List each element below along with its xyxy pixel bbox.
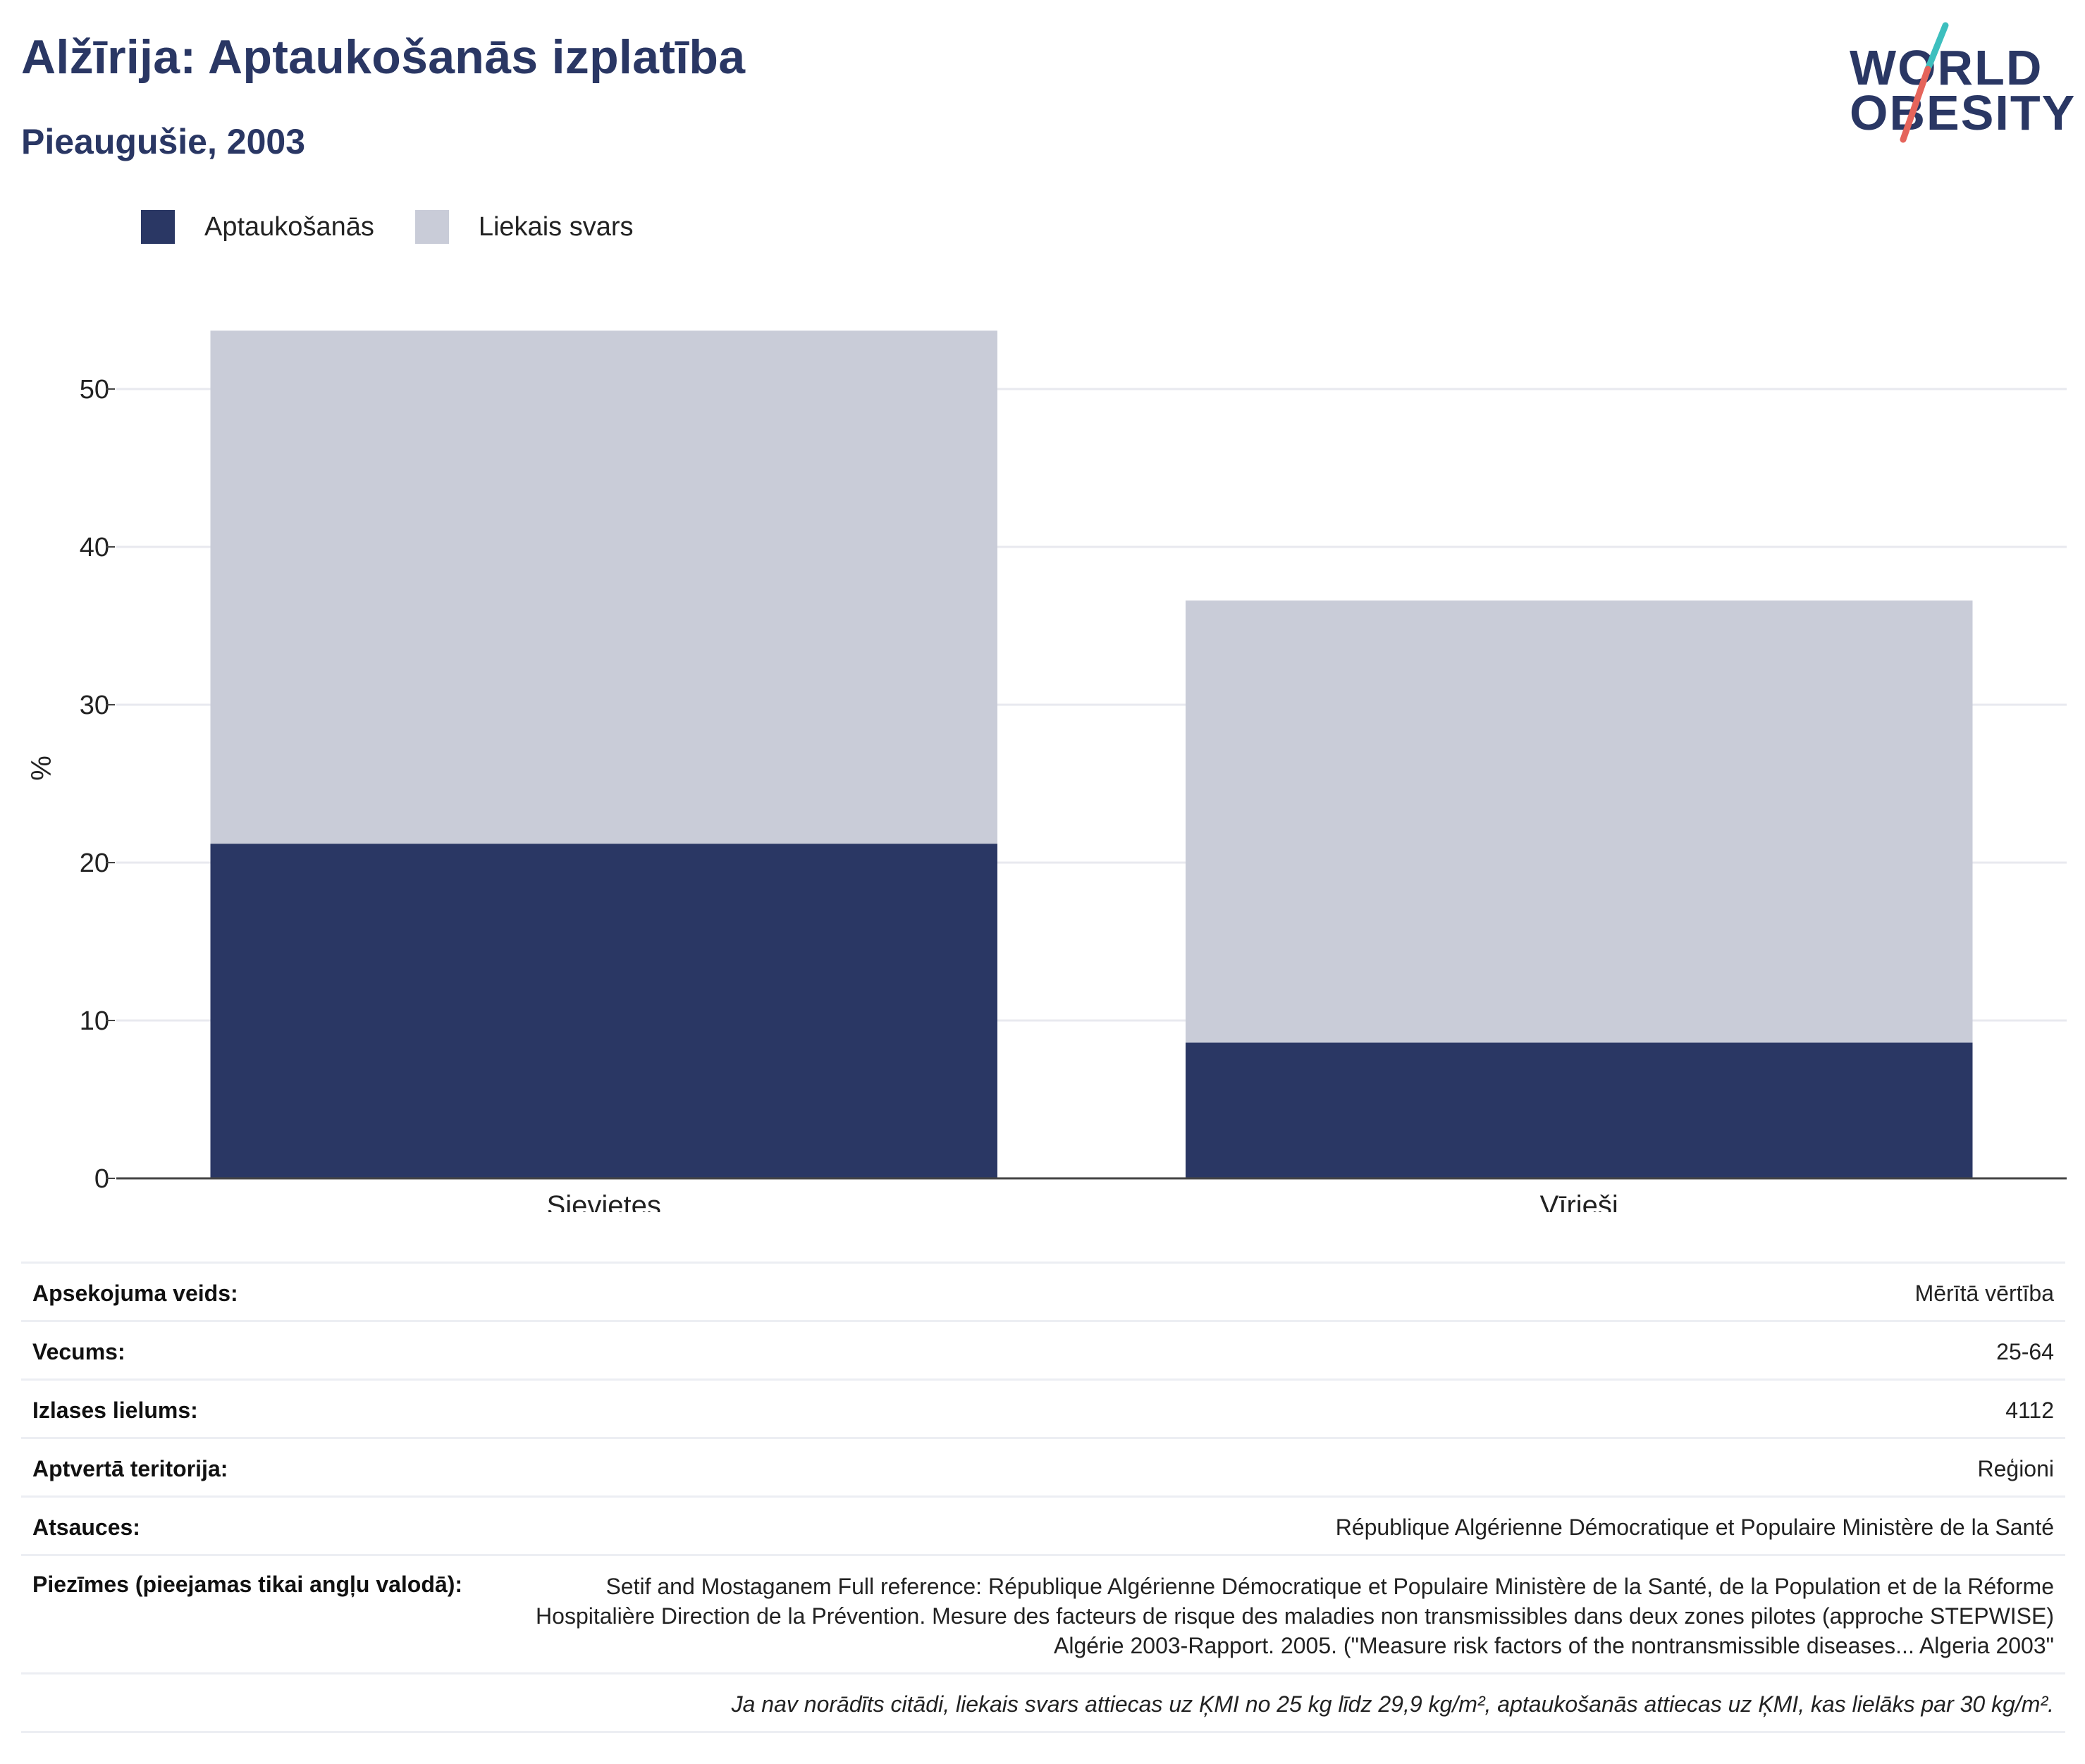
table-row: Apsekojuma veids: Mērītā vērtība xyxy=(21,1264,2065,1322)
y-tick-label: 40 xyxy=(80,533,109,562)
row-value: Mērītā vērtība xyxy=(1914,1281,2054,1306)
row-key: Piezīmes (pieejamas tikai angļu valodā): xyxy=(32,1572,462,1597)
row-value: 4112 xyxy=(2005,1398,2054,1423)
y-tick-label: 0 xyxy=(94,1164,109,1194)
bar-segment xyxy=(210,844,997,1178)
page-subtitle: Pieaugušie, 2003 xyxy=(21,122,306,161)
table-row: Vecums: 25-64 xyxy=(21,1322,2065,1381)
x-tick-label: Sievietes xyxy=(547,1190,661,1212)
table-row: Piezīmes (pieejamas tikai angļu valodā):… xyxy=(21,1556,2065,1674)
legend-item-overweight[interactable]: Liekais svars xyxy=(414,210,634,244)
row-key: Aptvertā teritorija: xyxy=(32,1456,228,1481)
legend-item-obesity[interactable]: Aptaukošanās xyxy=(141,210,374,244)
bar-segment xyxy=(1186,1042,1973,1178)
stacked-bar-chart: 0 10 20 30 40 50 Sievietes Vīrieši% xyxy=(26,331,2067,1212)
legend-swatch-obesity xyxy=(141,210,175,244)
bar-segment xyxy=(210,331,997,844)
survey-info-table: Apsekojuma veids: Mērītā vērtība Vecums:… xyxy=(21,1262,2065,1733)
table-row: Atsauces: République Algérienne Démocrat… xyxy=(21,1498,2065,1556)
row-value: République Algérienne Démocratique et Po… xyxy=(1335,1515,2054,1540)
table-row: Aptvertā teritorija: Reģioni xyxy=(21,1439,2065,1498)
row-key: Vecums: xyxy=(32,1339,125,1364)
legend-label-obesity: Aptaukošanās xyxy=(204,211,374,242)
row-value: Setif and Mostaganem Full reference: Rép… xyxy=(536,1574,2054,1658)
y-tick-label: 50 xyxy=(80,375,109,405)
logo-word-obesity: OBESITY xyxy=(1850,85,2077,140)
y-tick-label: 10 xyxy=(80,1006,109,1036)
row-key: Izlases lielums: xyxy=(32,1398,198,1423)
table-footnote-row: Ja nav norādīts citādi, liekais svars at… xyxy=(21,1674,2065,1733)
row-value: Reģioni xyxy=(1977,1456,2054,1481)
footnote: Ja nav norādīts citādi, liekais svars at… xyxy=(731,1691,2054,1717)
y-tick-label: 30 xyxy=(80,691,109,720)
legend-label-overweight: Liekais svars xyxy=(478,211,634,242)
logo-slash-icon xyxy=(1900,22,1949,143)
row-value: 25-64 xyxy=(1996,1339,2054,1364)
y-tick-label: 20 xyxy=(80,849,109,878)
bar-segment xyxy=(1186,600,1973,1043)
x-tick-label: Vīrieši xyxy=(1540,1190,1618,1212)
y-axis-label: % xyxy=(26,755,57,781)
row-key: Atsauces: xyxy=(32,1515,140,1540)
legend-swatch-overweight xyxy=(414,210,449,244)
world-obesity-logo: WORLD OBESITY xyxy=(1840,20,2074,147)
page-title: Alžīrija: Aptaukošanās izplatība xyxy=(21,30,746,84)
row-key: Apsekojuma veids: xyxy=(32,1281,238,1306)
chart-legend: Aptaukošanās Liekais svars xyxy=(141,209,674,245)
table-row: Izlases lielums: 4112 xyxy=(21,1381,2065,1439)
logo-word-world: WORLD xyxy=(1850,40,2043,95)
